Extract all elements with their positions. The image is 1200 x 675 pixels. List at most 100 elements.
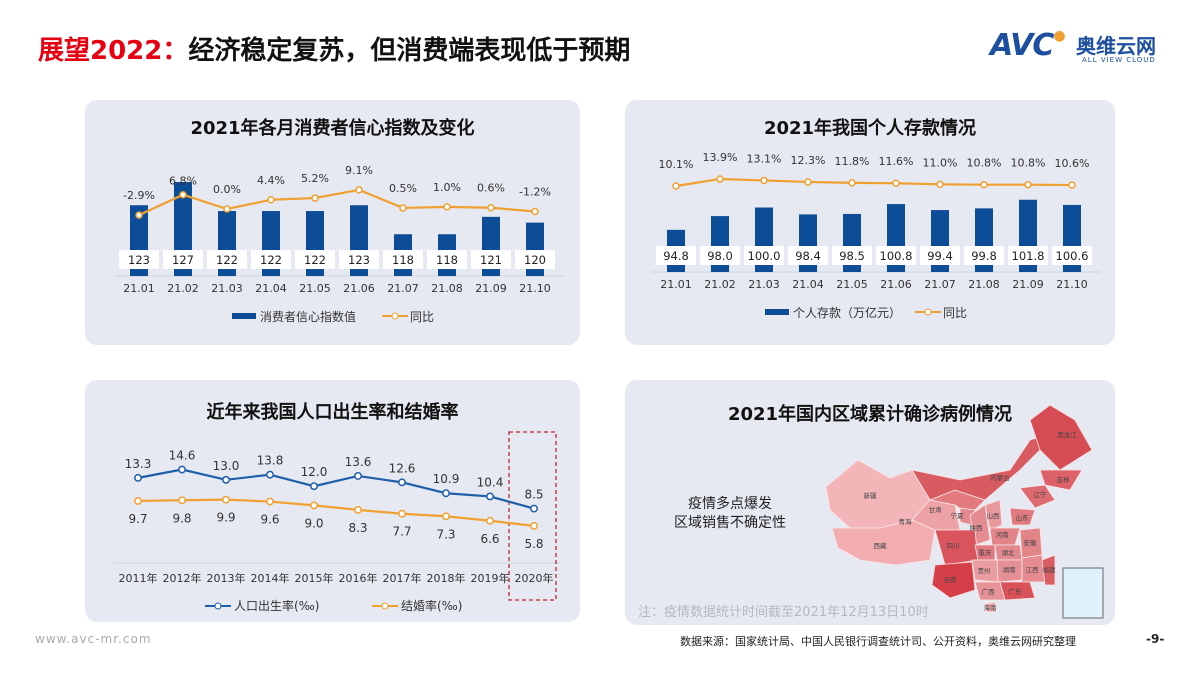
x-tick-label: 21.09 xyxy=(1012,278,1044,291)
map-region-label: 青海 xyxy=(899,517,913,526)
line-point xyxy=(266,470,274,479)
legend-line-marker xyxy=(214,602,222,610)
line-point xyxy=(760,176,768,185)
line-point xyxy=(1068,181,1076,189)
point-label: 10.4 xyxy=(477,475,504,489)
bar-label: 123 xyxy=(128,253,150,267)
x-tick-label: 21.05 xyxy=(299,282,331,295)
map-region-西藏 xyxy=(831,519,936,566)
line-point xyxy=(531,207,539,216)
point-label: 9.8 xyxy=(172,511,191,525)
map-region-label: 重庆 xyxy=(979,548,993,557)
bar-label: 100.0 xyxy=(748,249,781,263)
map-region-label: 内蒙古 xyxy=(990,473,1010,482)
x-tick-label: 21.04 xyxy=(792,278,824,291)
line-point xyxy=(267,196,275,204)
line-label: 0.6% xyxy=(477,182,505,195)
x-tick-label: 21.08 xyxy=(968,278,1000,291)
map-region-label: 甘肃 xyxy=(929,505,943,514)
callout-line: 疫情多点爆发 xyxy=(688,496,772,512)
bar-label: 127 xyxy=(172,253,194,267)
bar-label: 122 xyxy=(216,253,238,267)
line-point xyxy=(443,203,451,211)
south-china-sea-inset xyxy=(1062,567,1104,619)
bar-label-box xyxy=(339,250,379,269)
x-tick-label: 21.01 xyxy=(123,282,155,295)
series-line xyxy=(137,498,535,527)
title-text: 经济稳定复苏，但消费端表现低于预期 xyxy=(188,36,631,66)
point-label: 6.6 xyxy=(480,532,499,546)
line-point xyxy=(398,478,406,487)
x-tick-label: 2018年 xyxy=(427,571,466,585)
line-point xyxy=(178,465,186,474)
line-label: -2.9% xyxy=(123,189,155,202)
bar-label-box xyxy=(964,246,1004,265)
line-label: 11.8% xyxy=(835,155,870,168)
line-point xyxy=(354,472,362,480)
legend-line-marker xyxy=(924,308,932,316)
bar-label: 100.8 xyxy=(880,249,913,263)
x-tick-label: 21.02 xyxy=(167,282,199,295)
line-label: 4.4% xyxy=(257,174,285,187)
legend-label: 同比 xyxy=(410,310,434,324)
legend-bar-swatch xyxy=(232,313,256,319)
line-label: 12.3% xyxy=(791,154,826,167)
line-point xyxy=(311,194,319,202)
bar-label-box xyxy=(832,246,872,265)
map-region-label: 广西 xyxy=(982,587,996,596)
footer-url[interactable]: www.avc-mr.com xyxy=(35,632,152,646)
line-label: 0.5% xyxy=(389,182,417,195)
bar-label: 98.5 xyxy=(839,249,865,263)
bar-label: 94.8 xyxy=(663,249,689,263)
map-region-label: 云南 xyxy=(944,575,958,584)
bar-label-box xyxy=(383,250,423,269)
line-point xyxy=(1024,180,1032,189)
point-label: 13.6 xyxy=(345,455,372,469)
x-tick-label: 21.07 xyxy=(924,278,956,291)
point-label: 7.3 xyxy=(436,527,455,541)
line-point xyxy=(442,489,450,498)
bar-label: 118 xyxy=(436,253,458,267)
line-point xyxy=(716,175,724,183)
legend-label: 同比 xyxy=(943,306,967,320)
map-region-海南 xyxy=(984,601,997,613)
point-label: 12.0 xyxy=(301,465,328,479)
series-line xyxy=(137,468,535,510)
map-region-label: 宁夏 xyxy=(951,511,965,520)
point-label: 8.3 xyxy=(348,521,367,535)
line-point xyxy=(355,186,363,194)
map-region-福建 xyxy=(1041,554,1056,586)
point-label: 13.8 xyxy=(257,454,284,468)
map-callout: 疫情多点爆发 区域销售不确定性 xyxy=(660,495,800,533)
line-label: 10.6% xyxy=(1055,157,1090,170)
map-region-label: 新疆 xyxy=(864,491,878,500)
point-label: 5.8 xyxy=(524,537,543,551)
x-tick-label: 21.06 xyxy=(343,282,375,295)
bar-label-box xyxy=(700,246,740,265)
map-region-青海 xyxy=(911,499,961,531)
point-label: 9.6 xyxy=(260,513,279,527)
logo-tagline: ALL VIEW CLOUD xyxy=(1082,56,1156,64)
map-region-云南 xyxy=(931,561,976,599)
legend-bar-swatch xyxy=(765,309,789,315)
map-region-label: 四川 xyxy=(947,542,960,550)
map-region-label: 辽宁 xyxy=(1034,490,1048,499)
map-region-label: 湖北 xyxy=(1002,548,1016,557)
line-label: 10.1% xyxy=(659,158,694,171)
line-point xyxy=(486,492,494,501)
bar-label-box xyxy=(295,250,335,269)
series-line xyxy=(675,177,1073,188)
x-tick-label: 21.03 xyxy=(211,282,243,295)
line-point xyxy=(222,475,230,484)
point-label: 13.3 xyxy=(125,457,152,471)
line-point xyxy=(804,178,812,186)
callout-line: 区域销售不确定性 xyxy=(674,515,786,531)
bar-label: 122 xyxy=(260,253,282,267)
map-region-label: 黑龙江 xyxy=(1057,430,1077,439)
line-point xyxy=(487,203,495,212)
series-line xyxy=(138,188,536,217)
x-tick-label: 21.06 xyxy=(880,278,912,291)
map-region-label: 安徽 xyxy=(1024,538,1038,547)
line-point xyxy=(936,180,944,189)
bar-label: 118 xyxy=(392,253,414,267)
